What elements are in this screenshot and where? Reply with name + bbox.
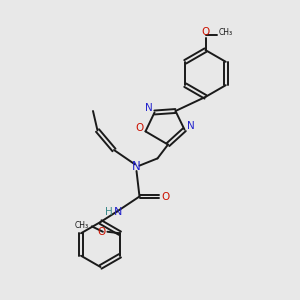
Text: N: N: [187, 121, 195, 131]
Text: CH₃: CH₃: [75, 221, 89, 230]
Text: O: O: [97, 227, 106, 237]
Text: N: N: [114, 207, 122, 217]
Text: N: N: [145, 103, 153, 113]
Text: O: O: [201, 27, 210, 38]
Text: O: O: [161, 191, 169, 202]
Text: O: O: [135, 123, 144, 133]
Text: CH₃: CH₃: [219, 28, 233, 37]
Text: N: N: [132, 160, 141, 173]
Text: H: H: [105, 207, 112, 217]
